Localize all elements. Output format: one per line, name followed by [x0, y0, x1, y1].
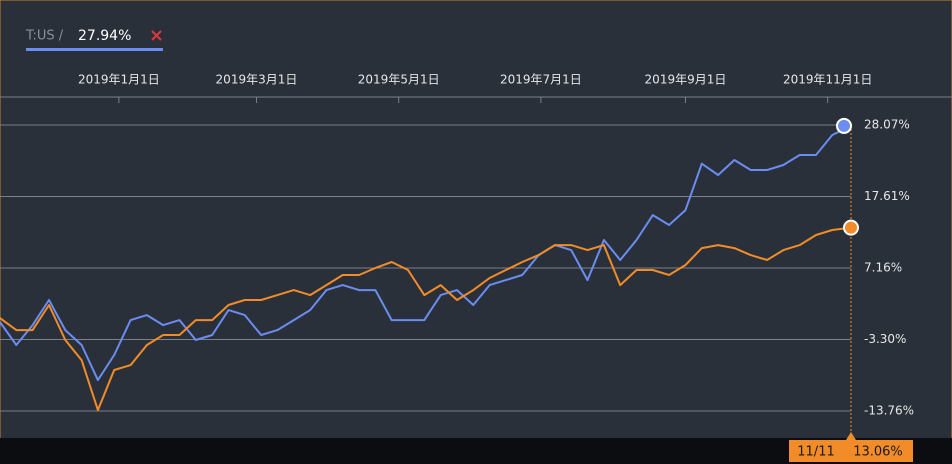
close-icon[interactable]: [151, 30, 162, 41]
y-tick-label: -13.76%: [864, 403, 914, 417]
line-series: [0, 125, 852, 382]
x-tick-label: 2019年9月1日: [645, 73, 727, 87]
x-tick-label: 2019年3月1日: [216, 73, 298, 87]
crosshair-box: [789, 440, 913, 462]
end-marker: [836, 117, 852, 134]
x-tick-label: 2019年5月1日: [358, 73, 440, 87]
crosshair-pointer: [846, 432, 856, 440]
x-tick-label: 2019年7月1日: [500, 73, 582, 87]
x-tick-label: 2019年1月1日: [78, 73, 160, 87]
y-tick-label: 7.16%: [864, 260, 902, 274]
y-tick-label: -3.30%: [864, 332, 906, 346]
x-tick-label: 2019年11月1日: [783, 73, 872, 87]
header-value: 27.94%: [78, 28, 131, 44]
end-marker: [843, 219, 859, 236]
header-underline: [26, 48, 163, 51]
y-tick-label: 28.07%: [864, 118, 910, 132]
crosshair-value: 13.06%: [853, 445, 903, 460]
crosshair-date: 11/11: [797, 445, 834, 460]
header-symbol: T:US /: [25, 29, 64, 44]
line-series: [0, 226, 852, 412]
y-tick-label: 17.61%: [864, 189, 910, 203]
